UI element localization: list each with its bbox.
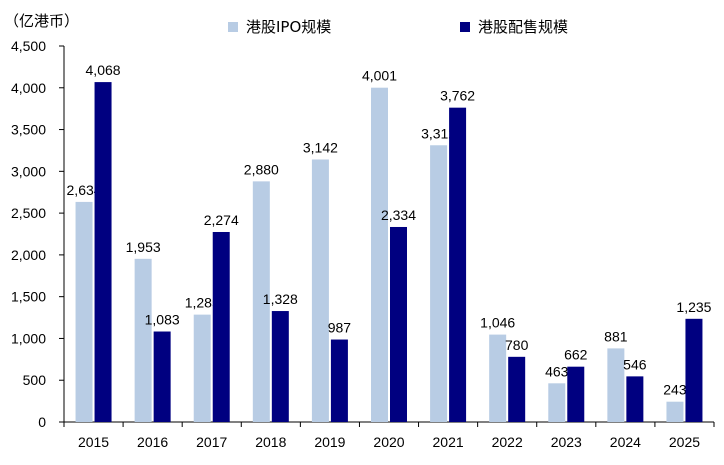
- bar-placement: [685, 318, 703, 422]
- legend-item-placement: 港股配售规模: [460, 16, 568, 37]
- y-tick-label: 4,500: [11, 38, 46, 54]
- bar-placement: [94, 82, 112, 422]
- data-label-ipo: 243: [663, 382, 687, 398]
- bar-ipo: [607, 348, 625, 422]
- x-category-label: 2019: [314, 434, 345, 450]
- y-tick-label: 2,000: [11, 247, 46, 263]
- bar-ipo: [75, 201, 93, 422]
- legend-item-ipo: 港股IPO规模: [228, 16, 331, 37]
- data-label-placement: 3,762: [440, 88, 475, 104]
- x-category-label: 2023: [551, 434, 582, 450]
- data-label-placement: 546: [623, 356, 647, 372]
- x-category-label: 2025: [669, 434, 700, 450]
- bar-ipo: [134, 258, 152, 422]
- data-label-placement: 2,274: [204, 212, 239, 228]
- x-category-label: 2017: [196, 434, 227, 450]
- x-category-label: 2022: [492, 434, 523, 450]
- data-label-ipo: 881: [604, 328, 628, 344]
- bar-placement: [330, 339, 348, 422]
- data-label-ipo: 2,634: [67, 182, 102, 198]
- data-label-placement: 987: [328, 320, 352, 336]
- y-tick-label: 0: [38, 414, 46, 430]
- bar-placement: [449, 107, 467, 422]
- y-tick-label: 2,500: [11, 205, 46, 221]
- bar-placement: [626, 376, 644, 422]
- y-tick-label: 1,500: [11, 289, 46, 305]
- y-tick-label: 500: [23, 372, 47, 388]
- y-tick-label: 4,000: [11, 80, 46, 96]
- x-category-label: 2018: [255, 434, 286, 450]
- legend-swatch-placement: [460, 21, 470, 32]
- x-category-label: 2024: [610, 434, 641, 450]
- data-label-placement: 1,328: [263, 291, 298, 307]
- y-tick-label: 3,000: [11, 163, 46, 179]
- data-label-ipo: 2,880: [244, 161, 279, 177]
- legend-swatch-ipo: [228, 21, 238, 32]
- bar-ipo: [666, 401, 684, 422]
- data-label-placement: 1,083: [145, 312, 180, 328]
- data-label-placement: 780: [505, 337, 529, 353]
- data-label-placement: 1,235: [676, 299, 711, 315]
- legend-label-ipo: 港股IPO规模: [246, 18, 332, 36]
- x-category-label: 2015: [78, 434, 109, 450]
- bar-ipo: [489, 334, 507, 422]
- data-label-ipo: 1,046: [480, 315, 515, 331]
- bar-ipo: [548, 383, 566, 422]
- bar-placement: [271, 311, 289, 422]
- data-label-ipo: 3,312: [421, 125, 456, 141]
- bar-ipo: [430, 145, 448, 422]
- bar-placement: [567, 366, 585, 422]
- bar-ipo: [311, 159, 329, 422]
- data-label-placement: 2,334: [381, 207, 416, 223]
- x-category-label: 2020: [373, 434, 404, 450]
- data-label-placement: 662: [564, 347, 588, 363]
- bar-ipo: [371, 87, 388, 423]
- y-tick-label: 3,500: [11, 122, 46, 138]
- data-label-ipo: 3,142: [303, 139, 338, 155]
- bar-placement: [212, 231, 230, 422]
- bar-ipo: [193, 314, 211, 422]
- x-category-label: 2016: [137, 434, 168, 450]
- x-category-label: 2021: [433, 434, 464, 450]
- data-label-ipo: 463: [545, 363, 569, 379]
- data-label-ipo: 1,285: [185, 295, 220, 311]
- data-label-ipo: 4,001: [362, 68, 397, 84]
- legend-label-placement: 港股配售规模: [478, 18, 569, 36]
- data-label-ipo: 1,953: [126, 239, 161, 255]
- bar-ipo: [252, 181, 270, 422]
- y-tick-label: 1,000: [11, 330, 46, 346]
- bar-placement: [153, 331, 171, 422]
- bar-placement: [508, 356, 526, 422]
- bar-placement: [390, 226, 407, 422]
- y-axis-unit-label: （亿港币）: [4, 12, 80, 30]
- data-label-placement: 4,068: [86, 62, 121, 78]
